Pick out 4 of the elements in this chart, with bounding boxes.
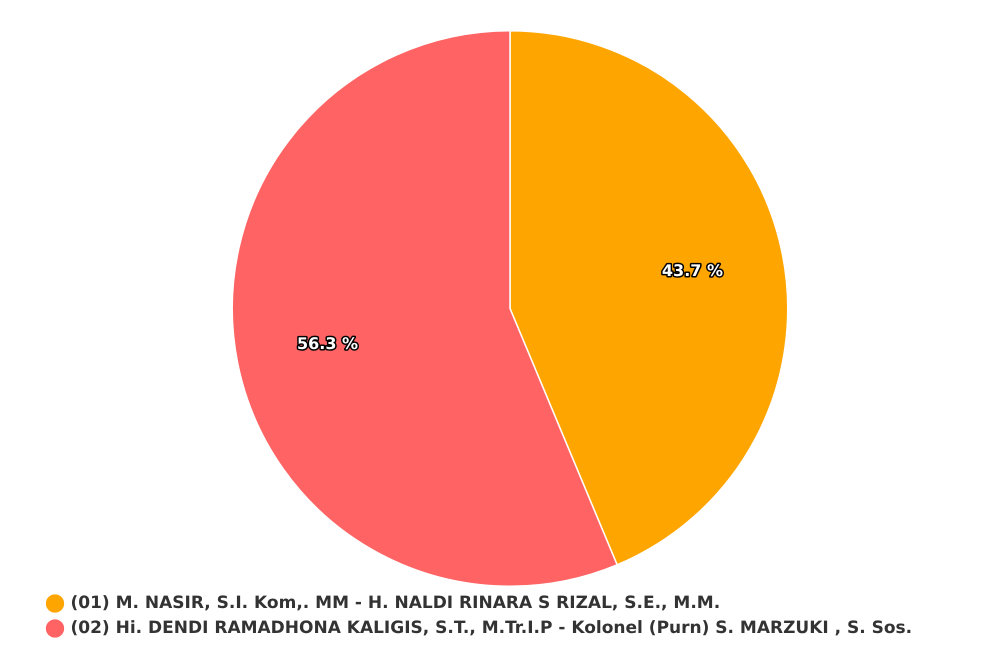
data-label: 56.3 %	[297, 334, 358, 354]
data-label: 43.7 %	[662, 261, 723, 280]
legend-label: (01) M. NASIR, S.I. Kom,. MM - H. NALDI RINARA S RIZAL, S.E., M.M.	[70, 592, 720, 613]
legend-label: (02) Hi. DENDI RAMADHONA KALIGIS, S.T., M.Tr.I.P - Kolonel (Purn) S. MARZUKI , S. Sos.	[70, 618, 912, 638]
